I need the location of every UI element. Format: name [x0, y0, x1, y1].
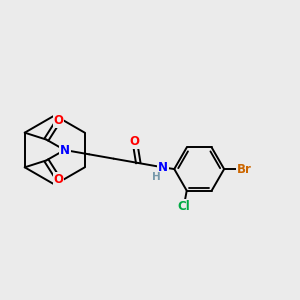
- Text: O: O: [53, 114, 64, 127]
- Text: N: N: [158, 161, 168, 174]
- Text: Br: Br: [237, 163, 252, 176]
- Text: H: H: [152, 172, 161, 182]
- Text: N: N: [60, 143, 70, 157]
- Text: O: O: [53, 173, 64, 186]
- Text: Cl: Cl: [177, 200, 190, 213]
- Text: O: O: [130, 135, 140, 148]
